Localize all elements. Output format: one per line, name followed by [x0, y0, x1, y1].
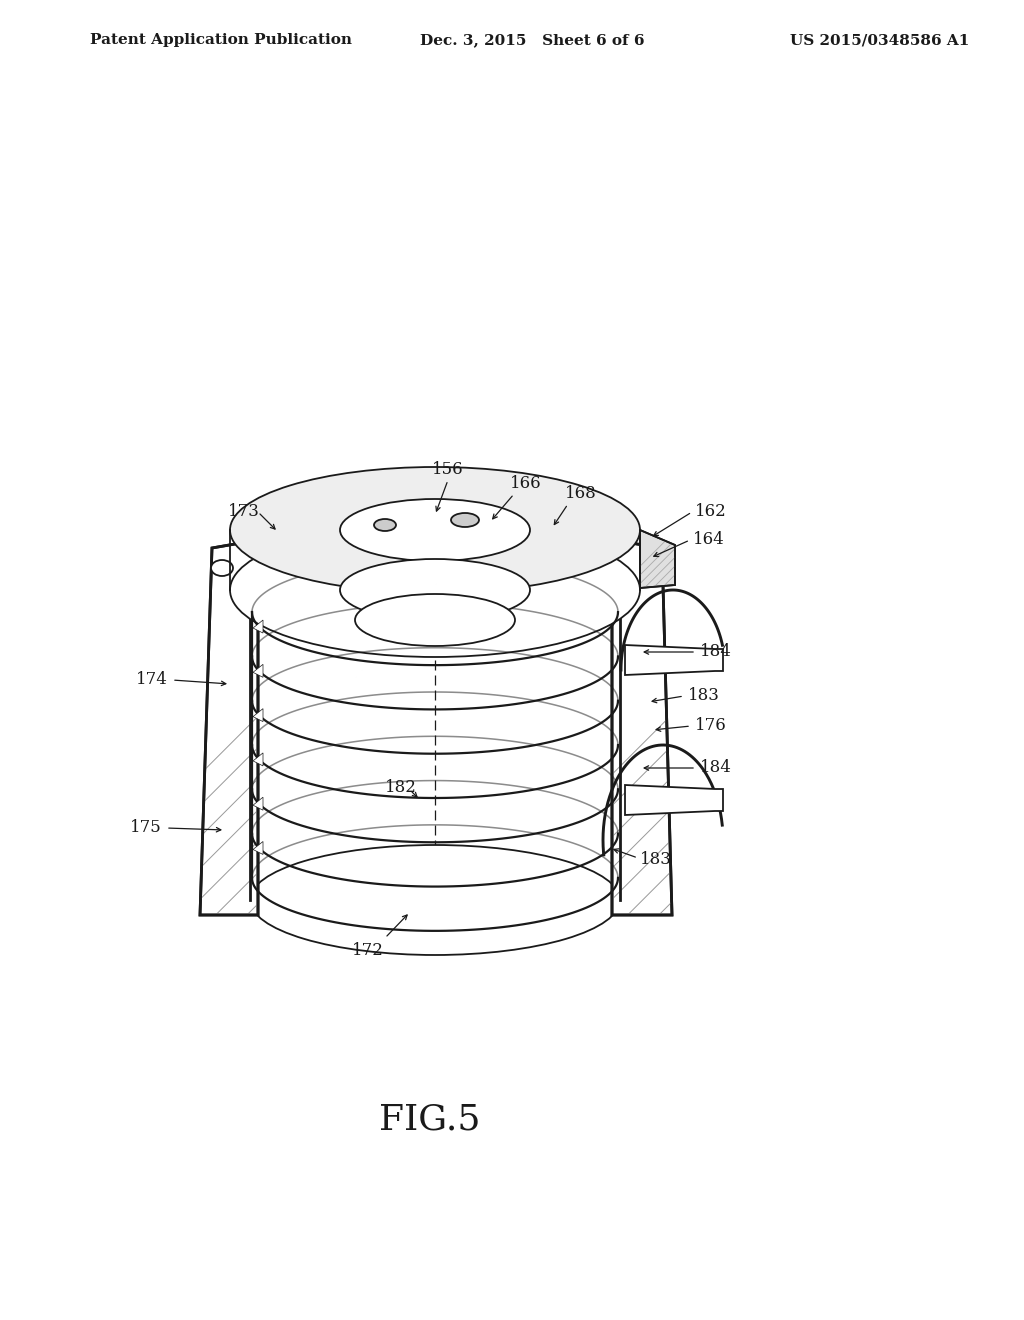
Ellipse shape	[355, 594, 515, 645]
Text: 166: 166	[510, 475, 542, 492]
Text: 173: 173	[228, 503, 260, 520]
Polygon shape	[253, 752, 263, 766]
Text: US 2015/0348586 A1: US 2015/0348586 A1	[790, 33, 970, 48]
Text: 156: 156	[432, 461, 464, 478]
Polygon shape	[200, 540, 258, 915]
Text: Dec. 3, 2015   Sheet 6 of 6: Dec. 3, 2015 Sheet 6 of 6	[420, 33, 644, 48]
Text: 176: 176	[695, 717, 727, 734]
Ellipse shape	[230, 467, 640, 593]
Ellipse shape	[211, 560, 233, 576]
Polygon shape	[612, 540, 672, 915]
Text: 183: 183	[640, 851, 672, 869]
Text: 174: 174	[136, 672, 168, 689]
Text: Patent Application Publication: Patent Application Publication	[90, 33, 352, 48]
Ellipse shape	[451, 513, 479, 527]
Polygon shape	[253, 709, 263, 722]
Text: 184: 184	[700, 759, 732, 776]
Ellipse shape	[250, 845, 620, 954]
Text: 182: 182	[385, 780, 417, 796]
Text: 164: 164	[693, 532, 725, 549]
Text: 168: 168	[565, 484, 597, 502]
Text: FIG.5: FIG.5	[379, 1104, 480, 1137]
Polygon shape	[253, 841, 263, 854]
Polygon shape	[625, 645, 723, 675]
Text: 175: 175	[130, 820, 162, 837]
Polygon shape	[253, 664, 263, 677]
Text: 172: 172	[352, 942, 384, 960]
Text: 183: 183	[688, 686, 720, 704]
Text: 184: 184	[700, 644, 732, 660]
Polygon shape	[253, 620, 263, 634]
Polygon shape	[253, 797, 263, 810]
Polygon shape	[640, 531, 675, 587]
Ellipse shape	[374, 519, 396, 531]
Ellipse shape	[340, 499, 530, 561]
Polygon shape	[625, 785, 723, 814]
Text: 162: 162	[695, 503, 727, 520]
Ellipse shape	[340, 558, 530, 620]
Ellipse shape	[230, 523, 640, 657]
